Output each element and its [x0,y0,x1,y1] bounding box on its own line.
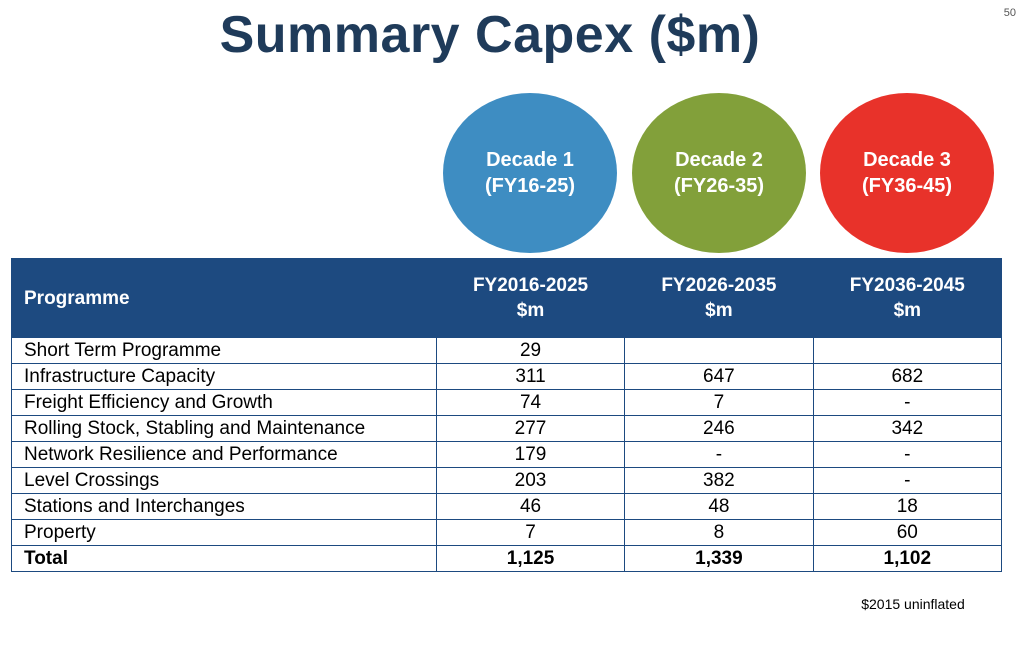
row-value-decade-2: 48 [624,493,814,520]
row-value-decade-3 [812,337,1003,364]
decade-3-badge: Decade 3 (FY36-45) [820,93,994,253]
total-label: Total [11,545,437,572]
row-value-decade-1: 277 [435,415,626,442]
row-value-decade-3: 18 [812,493,1003,520]
table-row: Stations and Interchanges 46 48 18 [11,493,1003,520]
decade-1-badge: Decade 1 (FY16-25) [443,93,617,253]
row-value-decade-1: 311 [435,363,626,390]
decade-3-range: (FY36-45) [861,175,953,197]
row-label: Freight Efficiency and Growth [11,389,437,416]
decade-3-label: Decade 3 [863,149,951,171]
row-label: Network Resilience and Performance [11,441,437,468]
row-value-decade-3: - [812,389,1003,416]
row-value-decade-3: 342 [812,415,1003,442]
row-label: Level Crossings [11,467,437,494]
row-value-decade-1: 46 [435,493,626,520]
table-row: Rolling Stock, Stabling and Maintenance … [11,415,1003,442]
row-value-decade-3: 682 [812,363,1003,390]
table-row: Freight Efficiency and Growth 74 7 - [11,389,1003,416]
decade-2-range: (FY26-35) [673,175,765,197]
capex-table: Programme FY2016-2025 $m FY2026-2035 $m … [11,258,1003,572]
row-label: Property [11,519,437,546]
total-decade-3: 1,102 [812,545,1003,572]
header-fy2016-2025: FY2016-2025 $m [435,258,626,338]
header-fy2036-2045: FY2036-2045 $m [812,258,1003,338]
total-row: Total 1,125 1,339 1,102 [11,545,1003,572]
decade-1-label: Decade 1 [486,149,574,171]
row-value-decade-1: 179 [435,441,626,468]
row-value-decade-2: 647 [624,363,814,390]
table-row: Level Crossings 203 382 - [11,467,1003,494]
decade-2-badge: Decade 2 (FY26-35) [632,93,806,253]
header-col1-period: FY2016-2025 [472,275,589,296]
header-col1-unit: $m [516,300,545,321]
row-label: Rolling Stock, Stabling and Maintenance [11,415,437,442]
row-value-decade-1: 29 [435,337,626,364]
row-value-decade-1: 7 [435,519,626,546]
row-value-decade-1: 74 [435,389,626,416]
row-value-decade-3: 60 [812,519,1003,546]
decade-1-range: (FY16-25) [484,175,576,197]
page-title: Summary Capex ($m) [219,6,761,64]
row-value-decade-1: 203 [435,467,626,494]
row-label: Stations and Interchanges [11,493,437,520]
header-col2-period: FY2026-2035 [661,275,777,296]
header-fy2026-2035: FY2026-2035 $m [624,258,814,338]
row-value-decade-2: 246 [624,415,814,442]
table-row: Property 7 8 60 [11,519,1003,546]
header-col2-unit: $m [705,300,733,321]
row-label: Infrastructure Capacity [11,363,437,390]
row-value-decade-3: - [812,441,1003,468]
table-header-row: Programme FY2016-2025 $m FY2026-2035 $m … [11,258,1003,338]
page-number: 50 [1003,7,1016,19]
table-row: Short Term Programme 29 [11,337,1003,364]
total-decade-1: 1,125 [435,545,626,572]
footnote: $2015 uninflated [861,596,965,612]
header-col3-unit: $m [893,300,922,321]
total-decade-2: 1,339 [624,545,814,572]
row-value-decade-2: - [624,441,814,468]
table-row: Network Resilience and Performance 179 -… [11,441,1003,468]
row-value-decade-2: 382 [624,467,814,494]
row-label: Short Term Programme [11,337,437,364]
row-value-decade-2: 8 [624,519,814,546]
decade-2-label: Decade 2 [675,149,763,171]
header-col3-period: FY2036-2045 [849,275,965,296]
header-programme: Programme [11,258,437,338]
row-value-decade-2: 7 [624,389,814,416]
row-value-decade-2 [624,337,814,364]
table-row: Infrastructure Capacity 311 647 682 [11,363,1003,390]
row-value-decade-3: - [812,467,1003,494]
